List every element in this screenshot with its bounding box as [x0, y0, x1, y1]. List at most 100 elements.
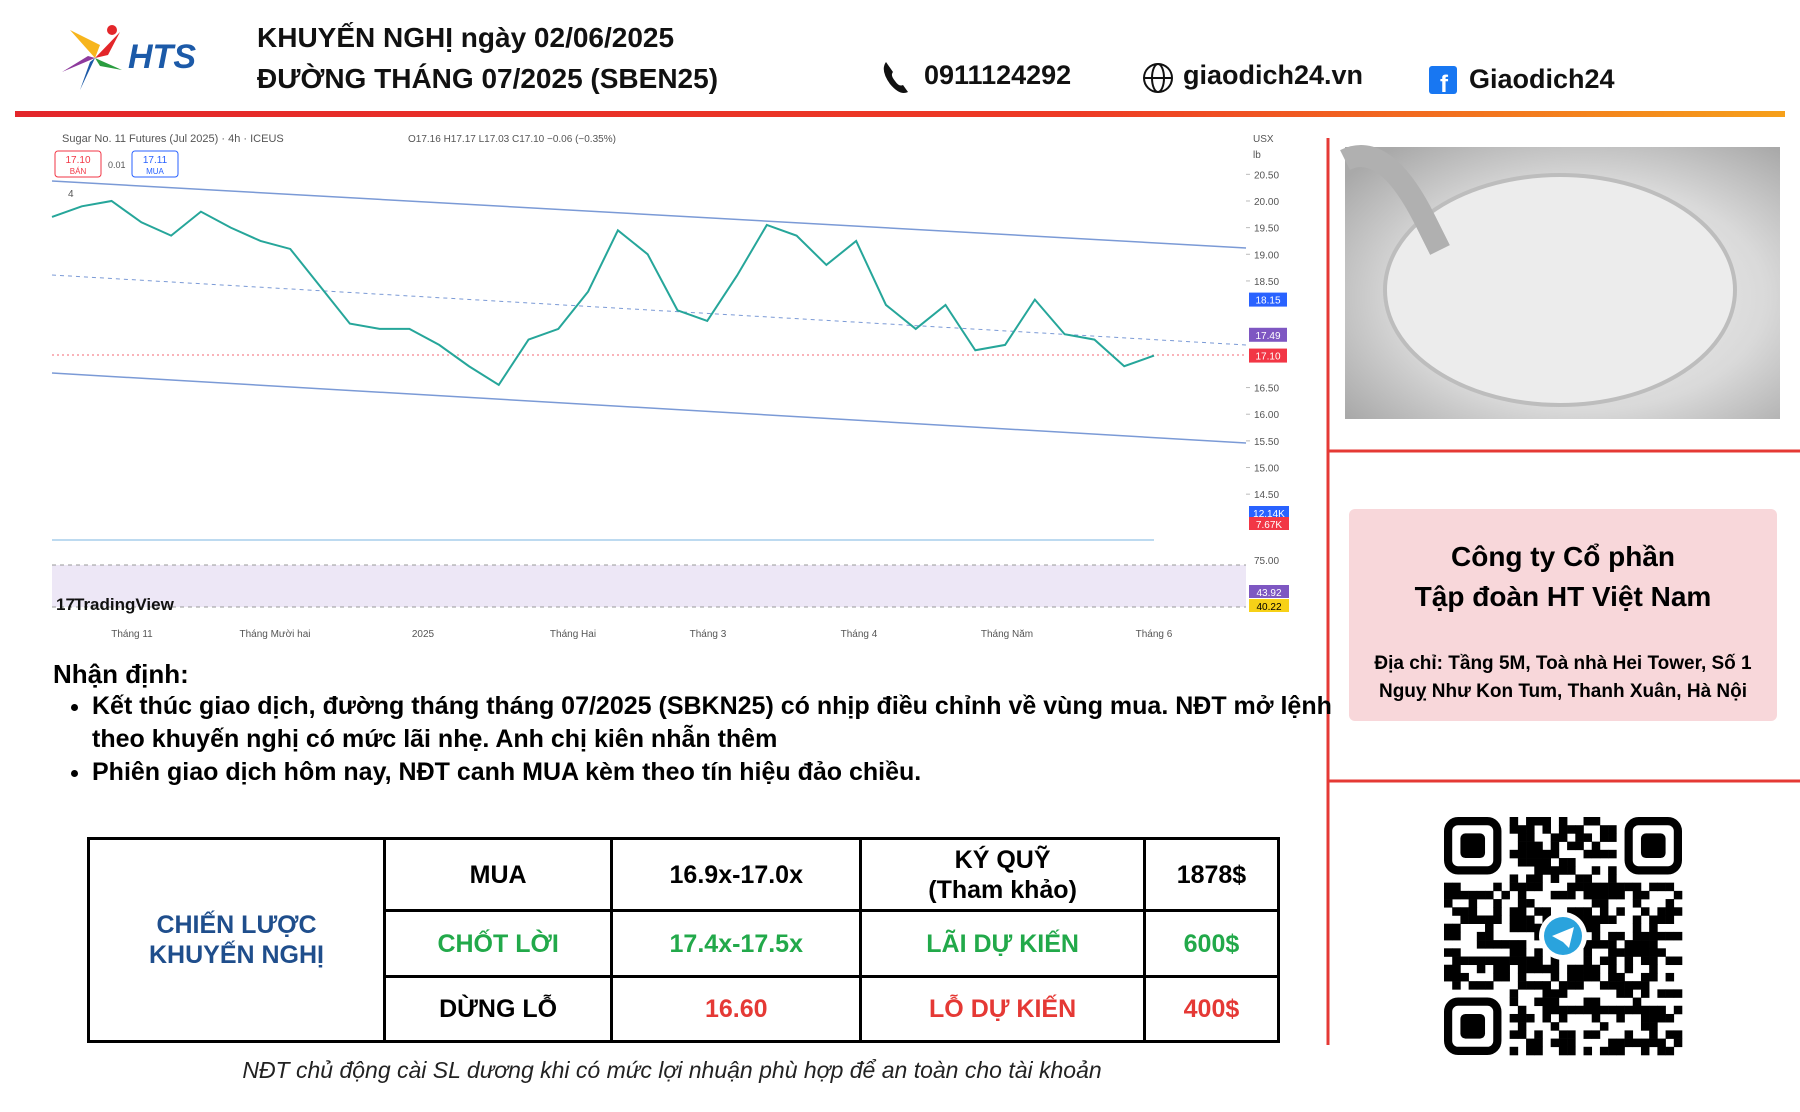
qr-module	[1526, 1038, 1535, 1048]
qr-module	[1657, 1046, 1666, 1056]
qr-module	[1558, 1046, 1568, 1056]
y-tick-label: 19.50	[1254, 224, 1279, 235]
qr-module	[1575, 1005, 1584, 1015]
qr-module	[1640, 1038, 1650, 1048]
qr-module	[1452, 890, 1461, 900]
qr-module	[1657, 1038, 1666, 1048]
qr-module	[1591, 1005, 1601, 1015]
qr-module	[1632, 915, 1642, 924]
qr-module	[1608, 931, 1617, 941]
phone: 0911124292	[924, 60, 1072, 90]
qr-module	[1657, 1013, 1666, 1023]
facebook-icon: f	[1429, 66, 1457, 98]
qr-module	[1599, 956, 1609, 966]
qr-code	[1443, 817, 1683, 1056]
qr-module	[1485, 981, 1494, 990]
qr-module	[1591, 890, 1601, 900]
qr-module	[1444, 923, 1453, 933]
qr-module	[1616, 948, 1625, 957]
qr-module	[1575, 882, 1584, 892]
sugar-image	[1340, 145, 1780, 419]
qr-module	[1608, 1005, 1617, 1015]
qr-module	[1542, 858, 1551, 867]
qr-module	[1550, 890, 1560, 900]
qr-module	[1591, 931, 1601, 941]
qr-module	[1599, 899, 1609, 908]
qr-module	[1460, 956, 1469, 966]
qr-module	[1567, 907, 1576, 916]
qr-module	[1501, 956, 1510, 966]
qr-module	[1583, 907, 1593, 916]
svg-text:f: f	[1440, 71, 1449, 98]
facebook: Giaodich24	[1469, 64, 1615, 94]
qr-module	[1517, 981, 1527, 990]
qr-module	[1444, 899, 1453, 908]
qr-module	[1517, 1005, 1527, 1015]
qr-module	[1657, 931, 1666, 941]
qr-module	[1640, 972, 1650, 982]
qr-module	[1452, 923, 1461, 933]
logo	[62, 25, 122, 90]
qr-module	[1550, 866, 1560, 875]
qr-module	[1558, 833, 1568, 842]
x-tick-label: 2025	[412, 629, 435, 640]
qr-module	[1542, 1013, 1551, 1023]
qr-module	[1673, 956, 1683, 966]
qr-module	[1616, 981, 1625, 990]
qr-module	[1509, 997, 1519, 1007]
qr-module	[1632, 940, 1642, 949]
qr-module	[1526, 841, 1535, 851]
qr-module	[1526, 915, 1535, 924]
qr-module	[1591, 882, 1601, 892]
qr-module	[1616, 882, 1625, 892]
qr-module	[1599, 940, 1609, 949]
qr-module	[1452, 956, 1461, 966]
qr-module	[1567, 1046, 1576, 1056]
qr-module	[1534, 964, 1543, 974]
qr-module	[1665, 972, 1675, 982]
qr-module	[1665, 989, 1675, 998]
qr-module	[1632, 1005, 1642, 1015]
qr-module	[1583, 833, 1593, 842]
qr-module	[1493, 899, 1502, 908]
qr-module	[1550, 1005, 1560, 1015]
qr-module	[1468, 890, 1478, 900]
qr-module	[1460, 915, 1469, 924]
qr-module	[1608, 1046, 1617, 1056]
qr-module	[1567, 866, 1576, 875]
qr-module	[1673, 1005, 1683, 1015]
qr-module	[1624, 1030, 1634, 1039]
qr-module	[1673, 931, 1683, 941]
qr-module	[1542, 1005, 1551, 1015]
qr-module	[1632, 931, 1642, 941]
qr-module	[1649, 964, 1658, 974]
y-tick-label: 15.00	[1254, 464, 1279, 475]
qr-module	[1624, 981, 1634, 990]
qr-module	[1624, 940, 1634, 949]
header-bar	[15, 111, 1785, 117]
qr-module	[1517, 1022, 1527, 1031]
qr-module	[1583, 956, 1593, 966]
unit-label: lb	[1253, 150, 1261, 161]
qr-module	[1591, 866, 1601, 875]
qr-module	[1616, 1046, 1625, 1056]
qr-module	[1558, 858, 1568, 867]
company-box	[1349, 509, 1777, 721]
y-tick-label: 20.00	[1254, 197, 1279, 208]
qr-module	[1460, 972, 1469, 982]
qr-module	[1583, 817, 1593, 826]
qr-module	[1452, 948, 1461, 957]
qr-module	[1509, 1046, 1519, 1056]
qr-module	[1567, 964, 1576, 974]
qr-module	[1567, 1030, 1576, 1039]
qr-module	[1657, 1005, 1666, 1015]
qr-module	[1558, 866, 1568, 875]
qr-module	[1583, 964, 1593, 974]
qr-module	[1534, 1038, 1543, 1048]
qr-module	[1550, 874, 1560, 883]
qr-module	[1558, 825, 1568, 834]
qr-module	[1517, 841, 1527, 851]
qr-module	[1632, 997, 1642, 1007]
